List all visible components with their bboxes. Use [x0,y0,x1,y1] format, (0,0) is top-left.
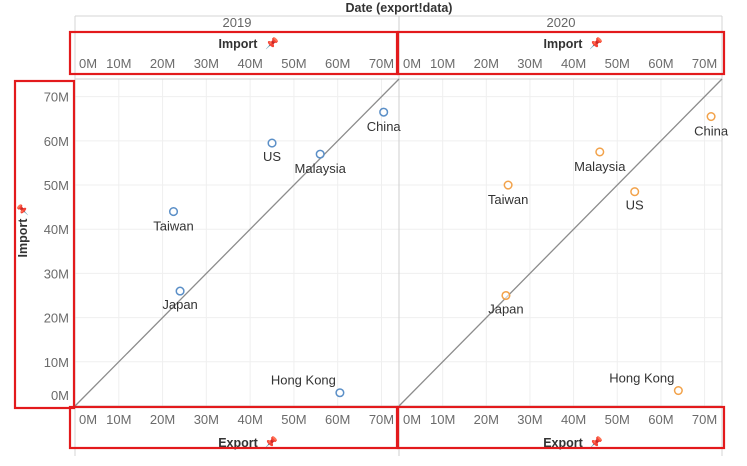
reference-line [74,78,400,407]
svg-text:Import: Import [544,37,584,51]
data-point-label: Taiwan [488,192,528,207]
highlight-top-axis-2020 [396,30,726,76]
left-axis-tick-label: 20M [44,311,69,326]
data-point[interactable] [315,149,325,159]
bottom-axis-tick-label: 20M [474,412,499,427]
data-point[interactable] [379,107,389,117]
left-axis-tick-label: 40M [44,222,69,237]
top-axis-tick-label: 30M [517,56,542,71]
bottom-axis-title-2020: Export 📌 [543,435,603,450]
data-point-label: China [367,119,402,134]
top-axis-tick-label: 20M [150,56,175,71]
bottom-axis-tick-label: 60M [325,412,350,427]
data-point[interactable] [168,207,179,217]
top-axis-tick-label: 50M [605,56,630,71]
bottom-axis-tick-label: 40M [561,412,586,427]
data-point[interactable] [595,147,605,157]
data-point-label: Hong Kong [609,371,674,386]
bottom-axis-tick-label: 0M [403,412,421,427]
svg-text:Import: Import [16,218,30,258]
left-axis-tick-label: 60M [44,134,69,149]
data-point[interactable] [503,180,513,190]
highlight-bottom-axis-2020 [396,405,726,450]
pin-icon[interactable]: 📌 [589,435,603,449]
top-axis-tick-label: 70M [692,56,717,71]
bottom-axis-tick-label: 10M [106,412,131,427]
left-axis-tick-label: 0M [51,388,69,403]
svg-text:Export: Export [218,436,258,450]
left-axis-title: Import 📌 [16,203,30,257]
top-axis-tick-label: 40M [561,56,586,71]
bottom-axis-tick-label: 0M [79,412,97,427]
top-axis-title-2020: Import 📌 [544,36,603,51]
data-point[interactable] [501,290,511,301]
data-point[interactable] [267,138,277,148]
year-header-2019: 2019 [223,15,252,30]
pin-icon[interactable]: 📌 [16,203,29,216]
top-axis-tick-label: 40M [237,56,262,71]
top-axis-title-2019: Import 📌 [219,36,279,51]
data-point-label: US [626,198,644,213]
year-header-2020: 2020 [547,15,576,30]
pin-icon[interactable]: 📌 [589,36,603,50]
highlight-left-axis [13,79,76,410]
bottom-axis-tick-label: 60M [648,412,673,427]
data-point-label: Japan [162,297,197,312]
pin-icon[interactable]: 📌 [264,435,278,449]
left-axis-tick-label: 50M [44,178,69,193]
data-point[interactable] [630,187,640,197]
bottom-axis-tick-label: 10M [430,412,455,427]
top-axis-tick-label: 60M [648,56,673,71]
data-point[interactable] [706,112,716,122]
bottom-axis-tick-label: 40M [237,412,262,427]
bottom-axis-tick-label: 50M [605,412,630,427]
data-point-label: US [263,149,281,164]
top-axis-tick-label: 50M [281,56,306,71]
data-point[interactable] [175,286,185,296]
data-point-label: Hong Kong [271,373,336,388]
bottom-axis-tick-label: 70M [692,412,717,427]
left-axis-tick-label: 70M [44,90,69,105]
top-axis-tick-label: 30M [194,56,219,71]
bottom-axis-tick-label: 20M [150,412,175,427]
top-axis-tick-label: 0M [79,56,97,71]
bottom-axis-tick-label: 70M [369,412,394,427]
top-axis-tick-label: 60M [325,56,350,71]
top-axis-tick-label: 70M [369,56,394,71]
top-axis-tick-label: 0M [403,56,421,71]
reference-line [398,78,723,407]
svg-text:Import: Import [219,37,259,51]
data-point-label: Japan [488,302,523,317]
top-axis-tick-label: 10M [430,56,455,71]
data-point[interactable] [673,385,683,396]
top-axis-tick-label: 20M [474,56,499,71]
svg-text:Export: Export [543,436,583,450]
bottom-axis-tick-label: 30M [194,412,219,427]
bottom-axis-title-2019: Export 📌 [218,435,278,450]
chart-title: Date (export!data) [346,1,453,15]
data-point-label: Taiwan [153,219,193,234]
left-axis-tick-label: 10M [44,355,69,370]
top-axis-tick-label: 10M [106,56,131,71]
pin-icon[interactable]: 📌 [265,36,279,50]
left-axis-tick-label: 30M [44,266,69,281]
data-point-label: Malaysia [295,161,347,176]
data-point-label: Malaysia [574,159,626,174]
data-point-label: China [694,124,729,139]
bottom-axis-tick-label: 30M [517,412,542,427]
bottom-axis-tick-label: 50M [281,412,306,427]
data-point[interactable] [335,388,345,398]
